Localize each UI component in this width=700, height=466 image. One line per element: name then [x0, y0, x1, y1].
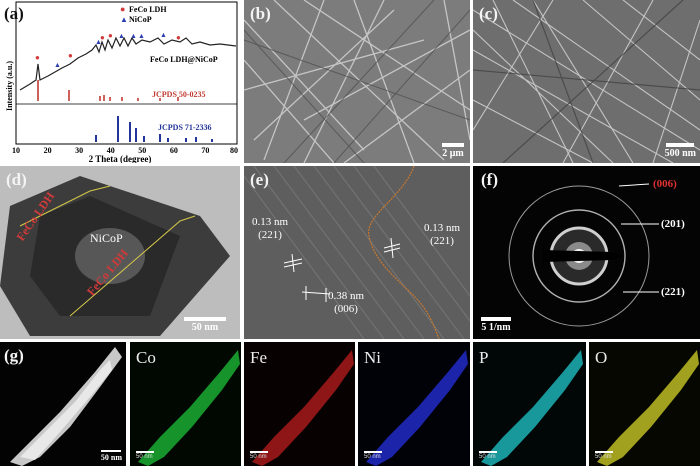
x-tick: 20 [44, 146, 52, 155]
small-scale: 50 nm [364, 451, 382, 460]
fringe-annotation-3: 0.38 nm (006) [328, 290, 365, 315]
eds-map-fe: Fe 50 nm [244, 342, 355, 466]
small-scale: 50 nm [595, 451, 613, 460]
fringe-annotation-2: 0.13 nm (221) [424, 222, 461, 247]
nicop-peak-marker: ▲ [95, 38, 102, 46]
scale-bar-g: 50 nm [101, 450, 122, 462]
nanowire-texture [473, 0, 700, 163]
scale-text: 50 nm [100, 453, 122, 462]
x-tick: 70 [201, 146, 209, 155]
x-tick: 60 [170, 146, 178, 155]
scale-text: 500 nm [664, 148, 696, 159]
map-label-co: Co [136, 348, 156, 367]
haadf-wire [10, 347, 122, 466]
x-tick: 10 [12, 146, 20, 155]
map-label-fe: Fe [250, 348, 267, 367]
x-tick: 40 [107, 146, 115, 155]
core-label: NiCoP [90, 231, 123, 245]
tem-texture [0, 166, 240, 339]
ldh-peak-marker: ● [35, 53, 40, 62]
panel-label-e: (e) [250, 170, 269, 189]
xrd-frame [15, 1, 238, 145]
ldh-peak-marker: ● [100, 33, 105, 42]
sem-image-b: (b) 2 μm [244, 0, 470, 163]
map-label-ni: Ni [364, 348, 381, 367]
small-scale: 50 nm [479, 451, 497, 460]
legend-nicop-label: NiCoP [129, 15, 152, 24]
ref2-sticks [95, 116, 213, 142]
xrd-curve [19, 36, 237, 91]
ref2-label: JCPDS 71-2336 [158, 123, 212, 132]
scale-text: 5 1/nm [481, 322, 511, 333]
eds-wire [366, 350, 468, 466]
map-label-o: O [595, 348, 608, 367]
panel-label-f: (f) [481, 170, 498, 189]
eds-map-p: P 50 nm [473, 342, 586, 466]
legend-nicop-marker: ▲ [120, 15, 128, 24]
ref1-sticks [37, 80, 179, 101]
sem-image-c: (c) 500 nm [473, 0, 700, 163]
scale-text: 2 μm [442, 148, 464, 159]
nicop-peak-marker: ▲ [130, 32, 137, 40]
hrtem-image-e: (e) 0.13 nm (221) 0.13 nm (221) 0.38 nm … [244, 166, 470, 339]
hrtem-texture [244, 166, 470, 339]
x-axis-label: 2 Theta (degree) [89, 154, 152, 163]
eds-map-o: O 50 nm [589, 342, 700, 466]
nicop-peak-marker: ▲ [54, 61, 61, 69]
eds-wire [138, 350, 240, 466]
ldh-peak-marker: ● [176, 33, 181, 42]
panel-label-c: (c) [479, 4, 498, 23]
ring-label-006: (006) [653, 178, 677, 190]
panel-label-b: (b) [250, 4, 271, 23]
map-label-p: P [479, 348, 489, 367]
x-tick: 50 [138, 146, 146, 155]
eds-wire [597, 350, 699, 466]
xrd-chart: ● FeCo LDH ▲ NiCoP ● ▲ ● ▲ ● ● ▲ ▲ ▲ ▲ ●… [5, 1, 238, 163]
fringe-annotation-1: 0.13 nm (221) [252, 216, 289, 241]
eds-map-ni: Ni 50 nm [358, 342, 470, 466]
panel-label-d: (d) [6, 170, 27, 189]
saed-pattern-f: (f) (006) (201) (221) 5 1/nm [473, 166, 700, 339]
diffraction-rings [473, 166, 700, 339]
scale-text: 50 nm [191, 322, 219, 333]
haadf-image: (g) 50 nm [0, 342, 126, 466]
small-scale: 50 nm [250, 451, 268, 460]
y-axis-label: Intensity (a.u.) [5, 61, 14, 111]
scale-bar-c: 500 nm [665, 143, 696, 159]
eds-wire [252, 350, 354, 466]
panel-label-a: (a) [4, 4, 24, 23]
eds-map-co: Co 50 nm [130, 342, 241, 466]
x-ticks: 10 20 30 40 50 60 70 80 [12, 146, 238, 155]
scale-bar-f: 5 1/nm [481, 317, 511, 333]
nicop-peak-marker: ▲ [138, 32, 145, 40]
x-tick: 30 [75, 146, 83, 155]
ldh-peak-marker: ● [108, 31, 113, 40]
curve-label: FeCo LDH@NiCoP [150, 55, 218, 64]
nicop-peak-marker: ▲ [118, 32, 125, 40]
ring-label-221: (221) [661, 286, 685, 298]
scale-bar-b: 2 μm [442, 143, 464, 159]
small-scale: 50 nm [136, 451, 154, 460]
eds-wire [481, 350, 583, 466]
legend-ldh-marker: ● [120, 4, 125, 14]
ref1-label: JCPDS 50-0235 [152, 90, 206, 99]
ring-label-201: (201) [661, 218, 685, 230]
x-tick: 80 [230, 146, 238, 155]
scale-bar-d: 50 nm [184, 317, 226, 333]
nanowire-texture [244, 0, 470, 163]
legend-ldh-label: FeCo LDH [129, 5, 167, 14]
ldh-peak-marker: ● [68, 51, 73, 60]
panel-label-g: (g) [4, 346, 24, 365]
nicop-peak-marker: ▲ [160, 31, 167, 39]
xrd-panel: (a) ● FeCo LDH ▲ NiCoP ● ▲ ● ▲ ● ● ▲ ▲ ▲… [0, 0, 240, 163]
tem-image-d: (d) FeCo LDH NiCoP FeCo LDH 50 nm [0, 166, 240, 339]
